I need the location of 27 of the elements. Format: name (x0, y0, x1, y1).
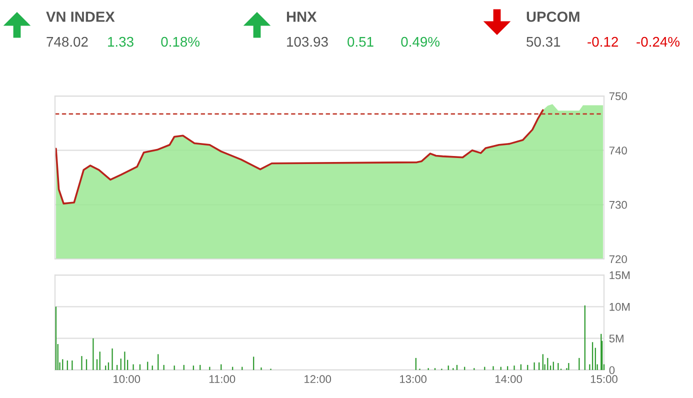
text: 50.31 (526, 36, 560, 47)
y-tick-label: 0 (609, 366, 615, 374)
x-tick-label: 14:00 (495, 375, 522, 384)
line-series (55, 109, 544, 204)
x-tick-label: 11:00 (209, 375, 236, 384)
x-tick-label: 10:00 (114, 375, 140, 384)
y-tick-label: 15M (610, 271, 630, 280)
y-tick-label: 750 (609, 92, 627, 100)
text: 103.93 (287, 36, 328, 47)
data-label: 1.33 (108, 36, 134, 47)
y-tick-label: 730 (609, 200, 627, 209)
data-label: 0.51 (348, 36, 374, 47)
x-tick-label: 13:00 (400, 375, 427, 384)
data-label: -0.12 (588, 36, 618, 47)
text: 0.49% (401, 36, 440, 47)
text: -0.24% (636, 36, 680, 47)
text: 748.02 (46, 36, 88, 47)
y-tick-label: 5M (609, 334, 624, 342)
y-tick-label: 740 (609, 146, 627, 154)
category-label: HNX (286, 12, 317, 22)
y-tick-label: 10M (610, 302, 630, 311)
text: 0.18% (161, 36, 200, 47)
x-tick-label: 15:00 (590, 375, 618, 384)
x-tick-label: 12:00 (304, 375, 332, 384)
y-tick-label: 720 (609, 255, 627, 264)
category-label: VN INDEX (46, 12, 115, 22)
category-label: UPCOM (526, 12, 580, 22)
